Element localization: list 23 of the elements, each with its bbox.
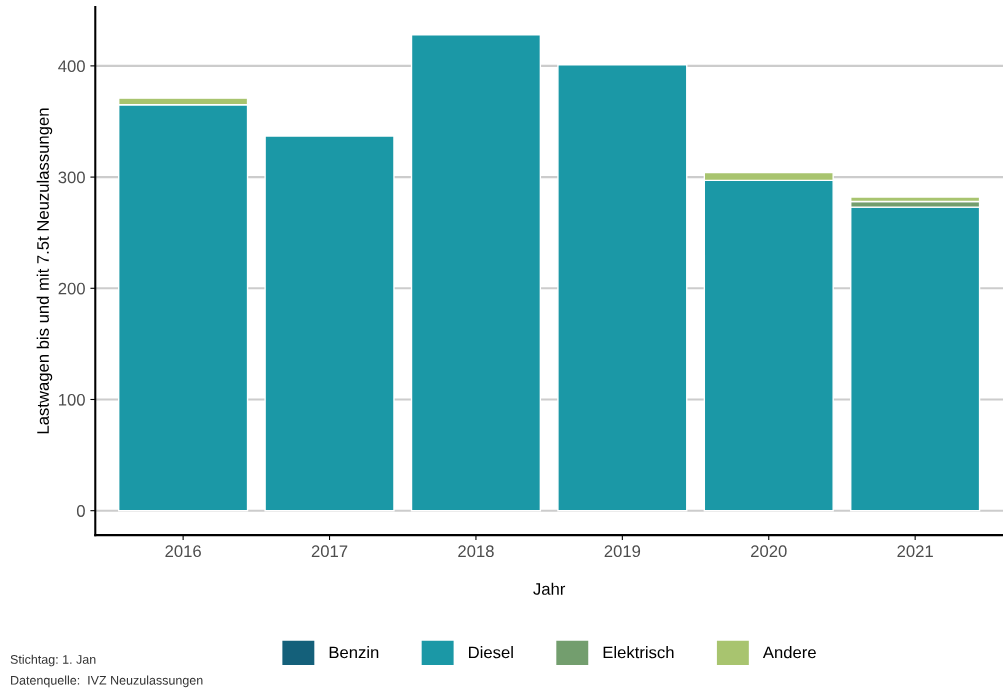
legend-label: Elektrisch	[603, 646, 674, 659]
x-tick-label: 2018	[458, 545, 494, 558]
bar	[557, 64, 688, 512]
x-tick-label: 2020	[751, 545, 787, 558]
x-axis-title: Jahr	[533, 582, 566, 595]
legend-label: Diesel	[469, 646, 513, 659]
bar	[264, 135, 395, 512]
text: Stichtag: 1. Jan	[10, 654, 96, 667]
y-tick-label: 0	[76, 505, 85, 517]
bar	[850, 206, 981, 512]
y-tick-label: 400	[58, 60, 85, 73]
bar	[410, 34, 542, 512]
y-tick-label: 100	[59, 393, 85, 406]
y-tick-label: 300	[58, 171, 85, 184]
y-tick-label: 200	[58, 282, 85, 295]
legend-label: Andere	[762, 646, 816, 659]
x-tick-label: 2019	[604, 545, 641, 558]
x-tick-label: 2017	[311, 545, 348, 558]
x-tick-label: 2021	[897, 545, 933, 558]
legend-label: Benzin	[329, 646, 379, 659]
y-axis-title: Lastwagen bis und mit 7.5t Neuzulassungen	[36, 108, 53, 434]
x-tick-label: 2016	[165, 545, 201, 558]
text: Datenquelle: IVZ Neuzulassungen	[11, 675, 203, 688]
